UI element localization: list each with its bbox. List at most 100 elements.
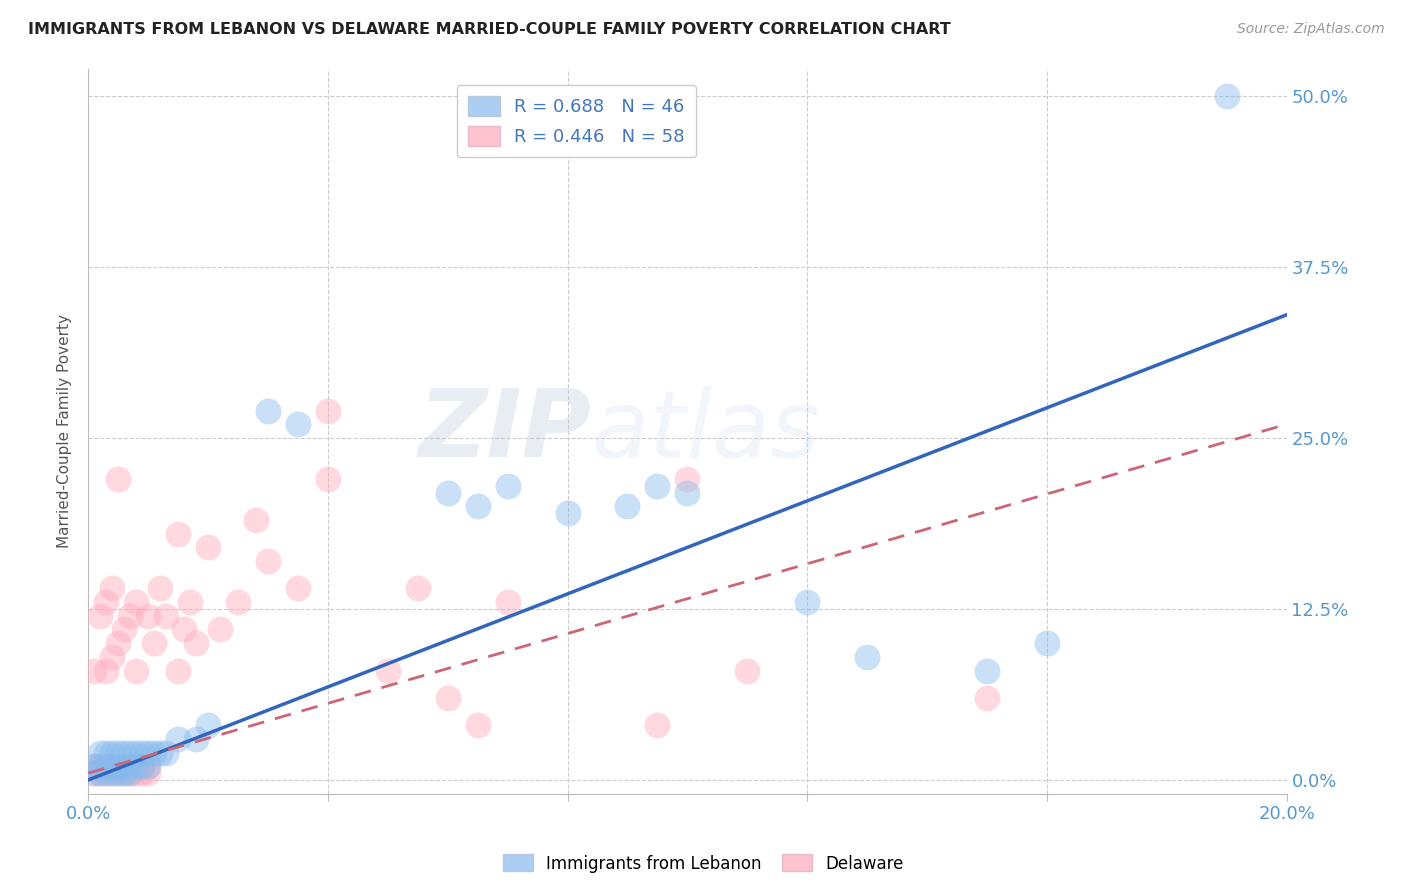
Point [120, 759, 142, 773]
Point [467, 718, 489, 732]
Legend: R = 0.688   N = 46, R = 0.446   N = 58: R = 0.688 N = 46, R = 0.446 N = 58 [457, 85, 696, 157]
Point [647, 479, 669, 493]
Point [257, 554, 280, 568]
Point [120, 608, 142, 623]
Point [89, 608, 111, 623]
Point [316, 403, 339, 417]
Point [94, 595, 117, 609]
Point [179, 595, 201, 609]
Point [149, 582, 172, 596]
Point [83, 664, 105, 678]
Point [226, 595, 249, 609]
Point [125, 664, 148, 678]
Point [143, 746, 166, 760]
Point [125, 766, 148, 780]
Point [89, 766, 111, 780]
Point [101, 649, 124, 664]
Point [120, 766, 142, 780]
Point [101, 759, 124, 773]
Point [89, 759, 111, 773]
Point [245, 513, 267, 527]
Point [557, 506, 579, 520]
Point [107, 759, 129, 773]
Point [101, 766, 124, 780]
Point [496, 595, 519, 609]
Point [616, 500, 638, 514]
Point [125, 595, 148, 609]
Point [676, 472, 699, 486]
Point [1215, 88, 1237, 103]
Point [94, 746, 117, 760]
Point [197, 541, 219, 555]
Point [131, 759, 153, 773]
Point [83, 759, 105, 773]
Point [155, 608, 177, 623]
Point [184, 731, 207, 746]
Point [149, 746, 172, 760]
Point [496, 479, 519, 493]
Point [107, 766, 129, 780]
Point [101, 759, 124, 773]
Point [676, 485, 699, 500]
Point [112, 623, 135, 637]
Point [1036, 636, 1059, 650]
Point [316, 472, 339, 486]
Point [143, 636, 166, 650]
Point [107, 472, 129, 486]
Point [167, 664, 190, 678]
Point [167, 526, 190, 541]
Point [647, 718, 669, 732]
Point [406, 582, 429, 596]
Point [136, 608, 159, 623]
Point [125, 759, 148, 773]
Point [107, 746, 129, 760]
Point [173, 623, 195, 637]
Point [83, 759, 105, 773]
Point [287, 582, 309, 596]
Point [136, 766, 159, 780]
Text: Source: ZipAtlas.com: Source: ZipAtlas.com [1237, 22, 1385, 37]
Point [94, 664, 117, 678]
Point [136, 759, 159, 773]
Point [436, 690, 458, 705]
Point [83, 766, 105, 780]
Point [467, 500, 489, 514]
Legend: Immigrants from Lebanon, Delaware: Immigrants from Lebanon, Delaware [496, 847, 910, 880]
Point [436, 485, 458, 500]
Point [107, 636, 129, 650]
Point [287, 417, 309, 432]
Point [120, 766, 142, 780]
Point [89, 766, 111, 780]
Point [107, 766, 129, 780]
Point [101, 582, 124, 596]
Point [112, 746, 135, 760]
Point [155, 746, 177, 760]
Point [208, 623, 231, 637]
Point [257, 403, 280, 417]
Point [120, 746, 142, 760]
Point [89, 759, 111, 773]
Point [976, 690, 998, 705]
Text: IMMIGRANTS FROM LEBANON VS DELAWARE MARRIED-COUPLE FAMILY POVERTY CORRELATION CH: IMMIGRANTS FROM LEBANON VS DELAWARE MARR… [28, 22, 950, 37]
Point [94, 766, 117, 780]
Point [125, 759, 148, 773]
Point [107, 759, 129, 773]
Point [94, 759, 117, 773]
Point [377, 664, 399, 678]
Point [131, 766, 153, 780]
Point [89, 746, 111, 760]
Point [796, 595, 818, 609]
Point [101, 766, 124, 780]
Point [112, 759, 135, 773]
Point [94, 766, 117, 780]
Point [94, 759, 117, 773]
Point [737, 664, 759, 678]
Point [856, 649, 879, 664]
Text: ZIP: ZIP [419, 385, 592, 477]
Y-axis label: Married-Couple Family Poverty: Married-Couple Family Poverty [58, 314, 72, 548]
Point [136, 759, 159, 773]
Point [197, 718, 219, 732]
Point [112, 766, 135, 780]
Point [184, 636, 207, 650]
Point [131, 746, 153, 760]
